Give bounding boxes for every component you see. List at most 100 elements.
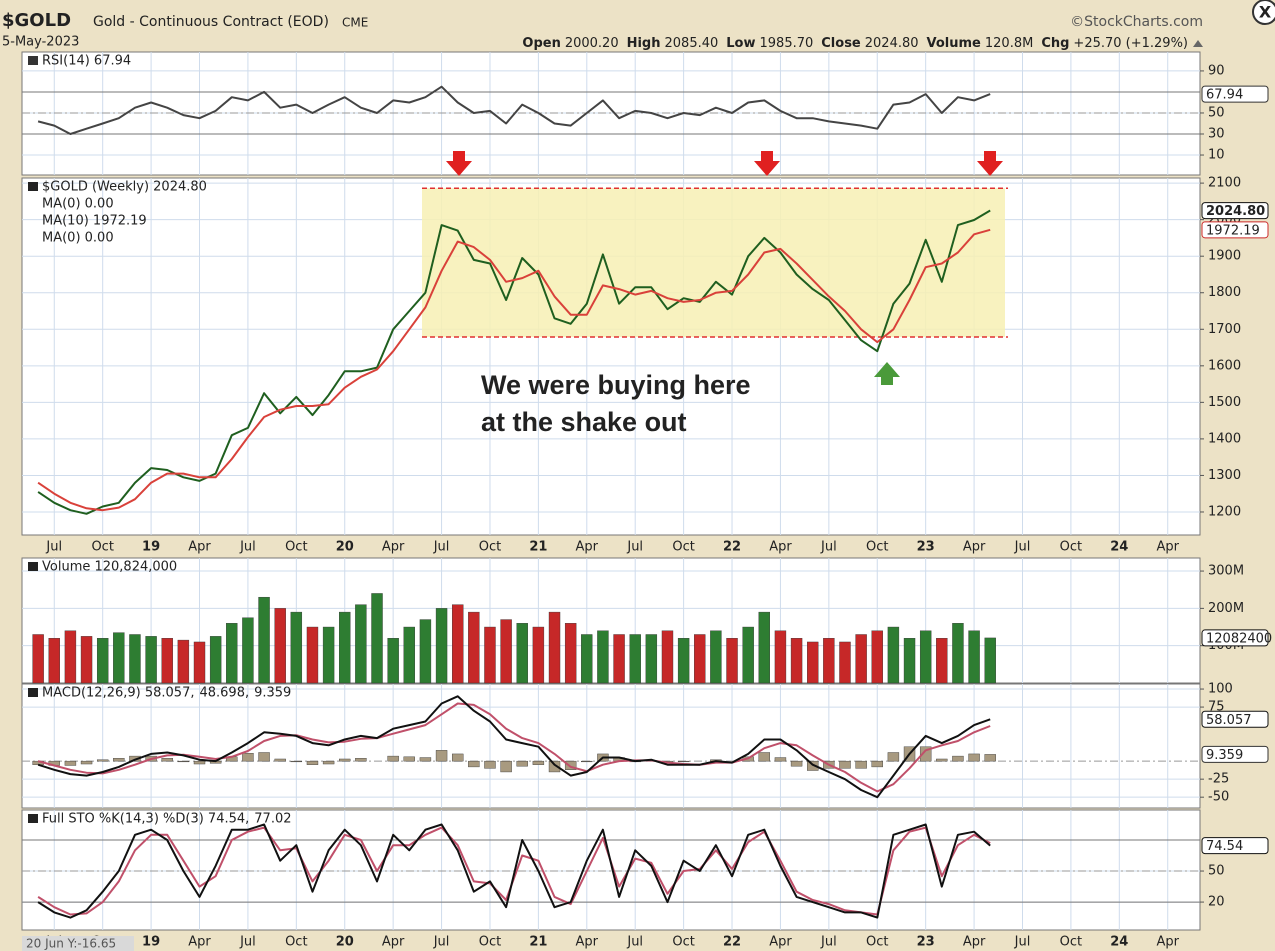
bar: [677, 638, 690, 684]
y-tick-label: 100: [1208, 682, 1233, 697]
bar: [113, 632, 125, 684]
bar: [177, 639, 190, 684]
close-button[interactable]: X: [1252, 0, 1275, 25]
bar: [581, 634, 593, 684]
x-tick-label: Jul: [626, 935, 643, 950]
x-tick-label: 20: [336, 540, 354, 555]
x-tick-label: Apr: [1156, 935, 1179, 950]
bar: [96, 638, 109, 684]
bar: [855, 634, 867, 684]
bar: [516, 623, 528, 684]
x-tick-label: 23: [917, 935, 935, 950]
bar: [887, 752, 900, 762]
bar: [613, 634, 625, 684]
bar: [548, 760, 561, 773]
x-tick-label: 21: [529, 540, 547, 555]
y-tick-label: 30: [1208, 127, 1225, 142]
bar: [193, 760, 206, 765]
bar: [435, 608, 448, 684]
x-tick-label: Apr: [769, 540, 792, 555]
cursor-box: [22, 936, 134, 951]
quote-label: Volume: [927, 36, 982, 51]
bar: [468, 760, 480, 768]
bar: [984, 637, 996, 684]
bar: [468, 611, 480, 684]
bar: [177, 760, 190, 763]
x-tick-label: Jul: [433, 935, 450, 950]
bar: [258, 752, 270, 762]
bar: [451, 753, 464, 762]
value-box: [1201, 221, 1269, 239]
legend-entry: MA(0) 0.00: [42, 197, 114, 212]
close-circle[interactable]: [1252, 0, 1275, 25]
symbol: $GOLD: [2, 10, 71, 31]
value-box-label: 9.359: [1206, 748, 1243, 763]
x-tick-label: Apr: [382, 540, 405, 555]
bar: [322, 626, 335, 684]
source: ©StockCharts.com: [1070, 14, 1203, 30]
quote-value: 2085.40: [665, 36, 719, 51]
bar: [322, 760, 335, 765]
bar: [306, 760, 319, 765]
bar: [903, 638, 916, 684]
bar: [919, 630, 932, 684]
y-tick-label: 1400: [1208, 431, 1241, 446]
bar: [694, 634, 706, 684]
bar: [887, 626, 900, 684]
quote-label: Low: [726, 36, 755, 51]
x-tick-label: 23: [917, 540, 935, 555]
bar: [258, 596, 270, 684]
bar: [984, 754, 996, 762]
bar: [790, 638, 803, 684]
bar: [532, 760, 545, 765]
x-tick-label: 19: [142, 540, 160, 555]
bar: [726, 638, 738, 684]
bar: [677, 760, 690, 763]
x-tick-label: Apr: [963, 935, 986, 950]
x-tick-label: Apr: [576, 540, 599, 555]
bar: [339, 611, 351, 684]
series-line: [37, 695, 991, 799]
close-label[interactable]: X: [1259, 3, 1272, 22]
bar: [855, 760, 867, 769]
range-box: [422, 188, 1005, 337]
bar: [290, 611, 303, 684]
legend-entry: Volume 120,824,000: [42, 560, 177, 575]
legend-marker: [28, 56, 38, 65]
value-box: [1201, 85, 1269, 103]
y-tick-label: 1600: [1208, 358, 1241, 373]
panel: [21, 51, 1201, 176]
x-tick-label: Jul: [820, 935, 837, 950]
y-tick-label: 50: [1208, 864, 1225, 879]
red-arrow: [754, 151, 780, 176]
bar: [774, 757, 787, 762]
quote-value: 1985.70: [760, 36, 814, 51]
bar: [435, 750, 448, 762]
bar: [500, 760, 512, 773]
quote-label: Close: [821, 36, 861, 51]
x-tick-label: Jul: [239, 935, 256, 950]
bar: [839, 641, 851, 684]
value-box-label: 74.54: [1206, 839, 1243, 854]
series-line: [37, 823, 991, 919]
panel: [21, 809, 1201, 931]
y-tick-label: 10: [1208, 148, 1225, 163]
quote-label: High: [627, 36, 661, 51]
bar: [532, 626, 545, 684]
bar: [355, 604, 367, 684]
legend-entry: MACD(12,26,9) 58.057,: [42, 686, 194, 701]
panel: [21, 683, 1201, 809]
x-tick-label: Oct: [672, 935, 694, 950]
y-tick-label: 20: [1208, 895, 1225, 910]
x-tick-label: Jul: [239, 540, 256, 555]
bar: [161, 758, 173, 762]
x-tick-label: 24: [1110, 935, 1128, 950]
x-tick-label: Oct: [479, 935, 501, 950]
x-tick-label: Jul: [820, 540, 837, 555]
x-tick-label: 22: [723, 935, 741, 950]
x-tick-label: Oct: [866, 540, 888, 555]
x-tick-label: Oct: [479, 540, 501, 555]
y-tick-label: -50: [1208, 790, 1229, 805]
bar: [64, 760, 77, 766]
